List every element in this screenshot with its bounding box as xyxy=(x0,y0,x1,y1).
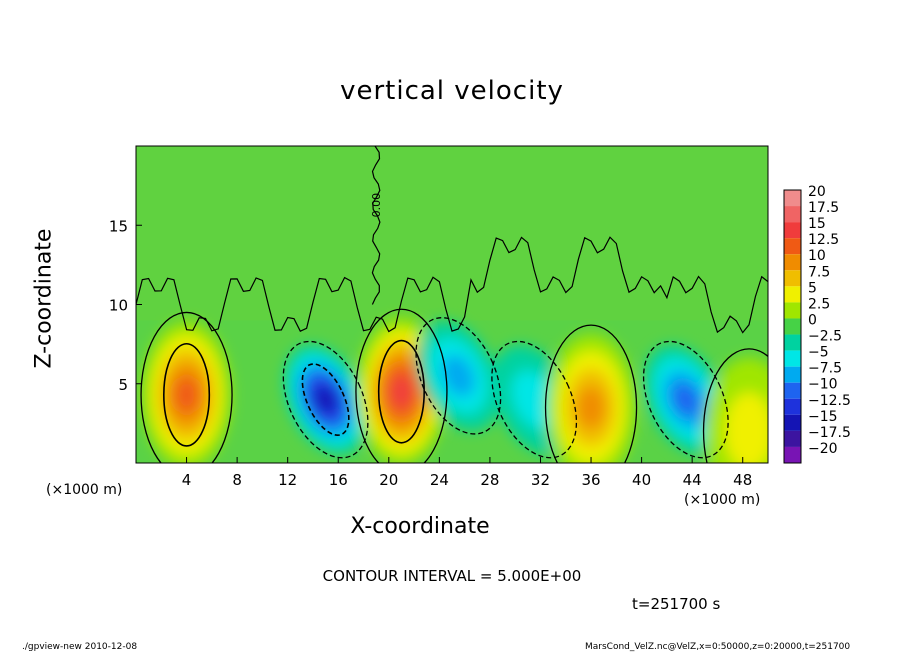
colorbar-label: −2.5 xyxy=(808,329,842,345)
field-cell-0-4 xyxy=(174,376,199,413)
colorbar-label: −7.5 xyxy=(808,361,842,377)
colorbar-swatch xyxy=(784,190,801,207)
colorbar-label: −15 xyxy=(808,409,838,425)
x-tick-label: 16 xyxy=(329,471,348,489)
zero-contour xyxy=(136,236,768,334)
field-cell-5-3 xyxy=(576,386,606,429)
x-tick-label: 32 xyxy=(531,471,550,489)
x-tick-label: 24 xyxy=(430,471,449,489)
x-tick-label: 12 xyxy=(278,471,297,489)
shaded-cells xyxy=(142,317,768,463)
colorbar-label: 7.5 xyxy=(808,264,830,280)
colorbar-label: −10 xyxy=(808,377,838,393)
y-axis: 5 10 15 xyxy=(109,217,142,394)
velocity-field xyxy=(136,146,768,463)
colorbar-swatch xyxy=(784,286,801,303)
field-cell-2-5 xyxy=(390,376,413,408)
contour-lines: 0.00 xyxy=(136,146,768,463)
field-cell-7-1 xyxy=(724,392,768,463)
colorbar-swatch xyxy=(784,350,801,367)
contour-inner-1 xyxy=(301,363,350,436)
colorbar-label: 5 xyxy=(808,280,817,296)
colorbar-swatch xyxy=(784,318,801,335)
contour-2 xyxy=(355,308,448,463)
colorbar-swatch xyxy=(784,366,801,383)
colorbar-swatch xyxy=(784,382,801,399)
colorbar-swatch xyxy=(784,270,801,287)
colorbar: 2017.51512.5107.552.50−2.5−5−7.5−10−12.5… xyxy=(783,184,851,464)
x-tick-label: 48 xyxy=(733,471,752,489)
x-unit-label-left: (×1000 m) xyxy=(46,482,123,498)
colorbar-swatch xyxy=(784,302,801,319)
footer-file-info: MarsCond_VelZ.nc@VelZ,x=0:50000,z=0:2000… xyxy=(585,642,851,652)
colorbar-label: −20 xyxy=(808,441,838,457)
colorbar-swatch xyxy=(784,206,801,223)
upper-layer xyxy=(136,146,768,321)
colorbar-label: −5 xyxy=(808,345,829,361)
colorbar-swatch xyxy=(784,430,801,447)
field-cell-1-5 xyxy=(315,387,336,413)
colorbar-label: −12.5 xyxy=(808,393,851,409)
colorbar-label: 2.5 xyxy=(808,296,830,312)
y-tick-label: 15 xyxy=(109,217,128,235)
colorbar-label: 15 xyxy=(808,216,826,232)
x-tick-label: 28 xyxy=(480,471,499,489)
colorbar-swatch xyxy=(784,414,801,431)
x-tick-label: 40 xyxy=(632,471,651,489)
x-tick-label: 8 xyxy=(232,471,242,489)
field-cell-6-3 xyxy=(672,382,700,417)
contour-1 xyxy=(282,340,369,459)
contour-0 xyxy=(140,311,233,463)
time-label: t=251700 s xyxy=(632,595,721,613)
colorbar-label: 12.5 xyxy=(808,232,839,248)
contour-value-label: 0.00 xyxy=(370,193,383,218)
contour-inner-2 xyxy=(377,339,425,444)
zero-contour-vertical xyxy=(371,146,381,305)
field-cell-3-2 xyxy=(441,354,475,397)
contour-inner-0 xyxy=(163,342,211,447)
contour-3 xyxy=(415,317,502,435)
contour-5 xyxy=(544,324,638,463)
contour-4 xyxy=(491,340,578,459)
colorbar-swatch xyxy=(784,446,801,463)
colorbar-swatch xyxy=(784,222,801,239)
colorbar-swatch xyxy=(784,334,801,351)
colorbar-swatch xyxy=(784,254,801,271)
y-tick-label: 5 xyxy=(118,376,128,394)
x-tick-label: 36 xyxy=(581,471,600,489)
contour-interval-label: CONTOUR INTERVAL = 5.000E+00 xyxy=(322,567,582,585)
x-unit-label-right: (×1000 m) xyxy=(684,492,761,508)
y-tick-label: 10 xyxy=(109,297,128,315)
contour-6 xyxy=(642,340,729,459)
colorbar-label: −17.5 xyxy=(808,425,851,441)
x-axis: 4 8 12 16 20 24 28 32 36 40 44 48 xyxy=(182,457,752,489)
y-axis-label: Z-coordinate xyxy=(31,228,57,369)
x-tick-label: 20 xyxy=(379,471,398,489)
colorbar-frame xyxy=(783,189,802,464)
colorbar-label: 10 xyxy=(808,248,826,264)
colorbar-swatch xyxy=(784,398,801,415)
contour-7 xyxy=(702,348,768,463)
colorbar-label: 17.5 xyxy=(808,200,839,216)
colorbar-label: 0 xyxy=(808,312,817,328)
footer-program-info: ./gpview-new 2010-12-08 xyxy=(22,642,138,652)
x-tick-label: 4 xyxy=(182,471,192,489)
colorbar-swatch xyxy=(784,238,801,255)
x-tick-label: 44 xyxy=(683,471,702,489)
chart-title: vertical velocity xyxy=(340,76,564,106)
colorbar-label: 20 xyxy=(808,184,826,200)
x-axis-label: X-coordinate xyxy=(350,514,490,539)
